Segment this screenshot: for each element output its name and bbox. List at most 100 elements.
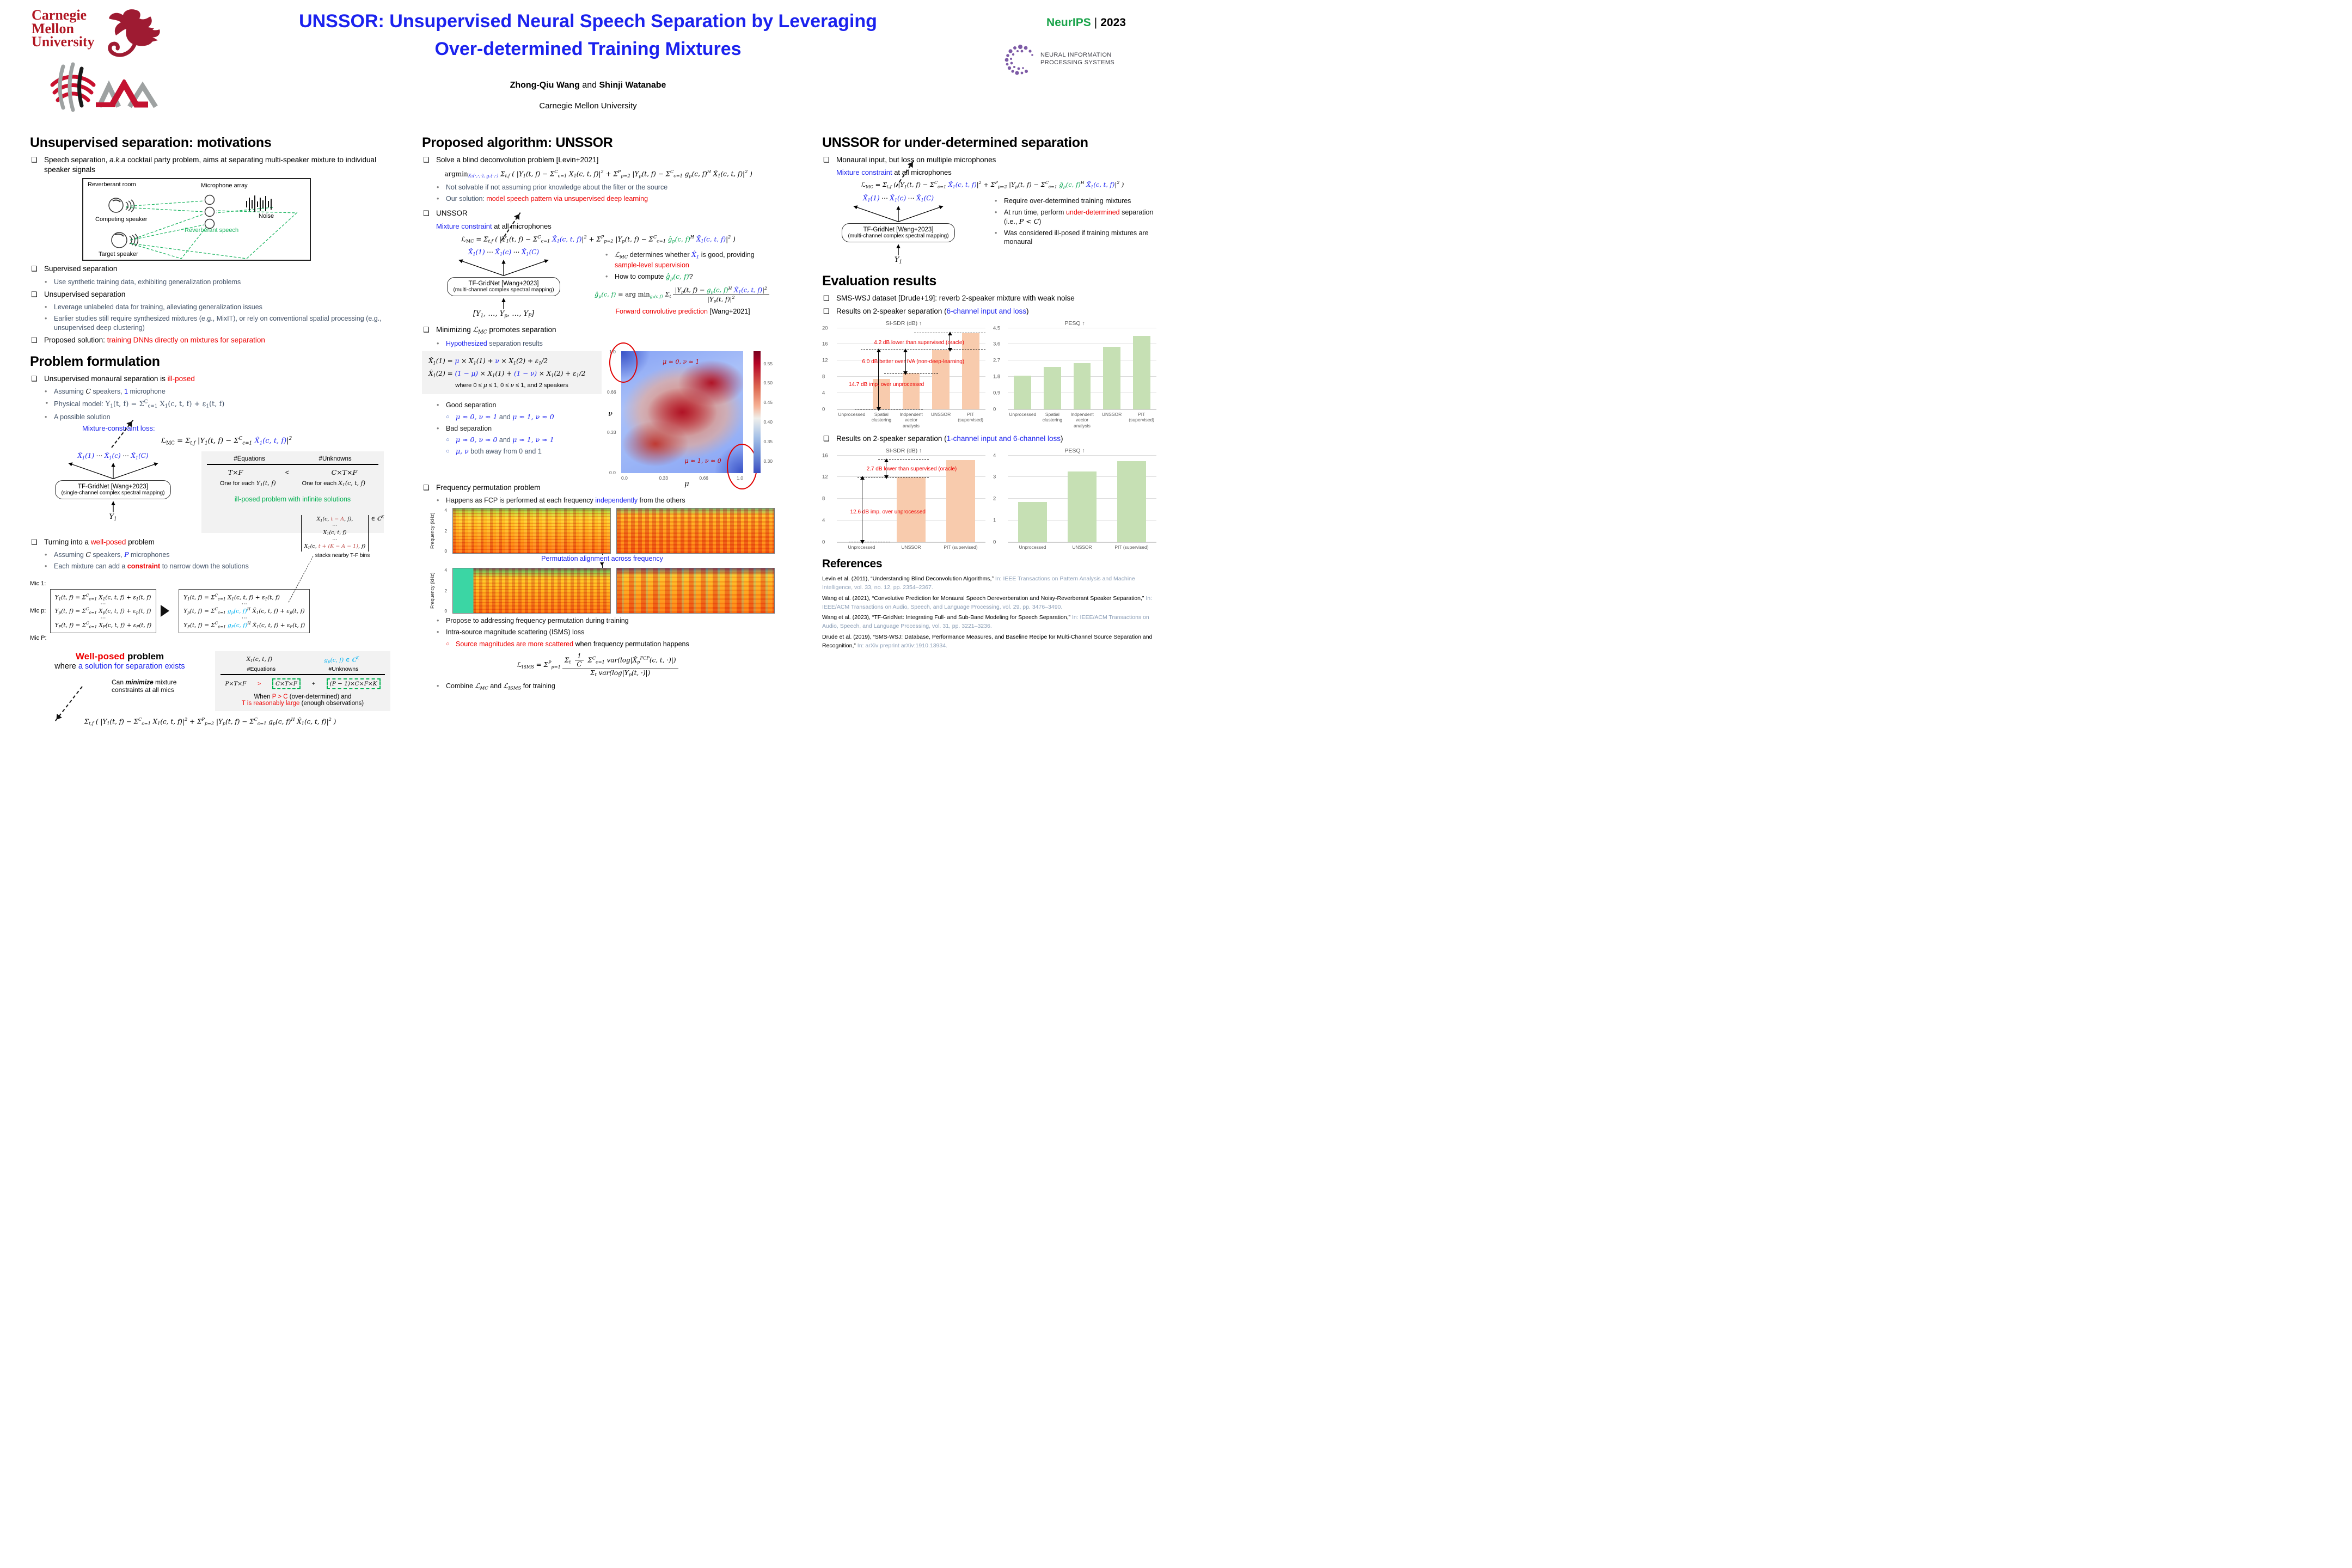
y-tick-label: 8 [822,373,825,380]
reference-citation: Wang et al. (2021), “Convolutive Predict… [822,595,1146,602]
mic-eq2-P: YP(t, f) = ΣCc=1 gP(c, f)H X̃1(c, t, f) … [183,620,305,629]
mic-eq2-p: Yp(t, f) = ΣCc=1 gp(c, f)H X̃1(c, t, f) … [183,607,305,615]
y-tick-label: 2.7 [993,357,1001,364]
table1-relation: < [285,468,290,476]
well-posed-block: Turning into a well-posed problem Assumi… [30,514,390,727]
table2-header-equations: #Equations [247,665,276,672]
mic-label-p: Mic p: [30,608,46,615]
bar-slot [896,328,926,409]
table1-unknowns-count: C×T×F [331,468,358,476]
bullet-monaural-input: Monaural input, but loss on multiple mic… [822,155,1163,165]
bar [1117,461,1146,542]
input-arrow-icon [501,298,506,309]
neurips-year: 2023 [1100,16,1126,29]
y-tick-label: 0 [822,539,825,546]
y-tick-label: 12 [822,357,828,364]
arrow-right-icon [161,605,175,617]
table2-plus: + [311,680,315,687]
heatmap-xtick: 0.33 [659,475,668,481]
x-category-label: Unprocessed [1019,544,1046,550]
bar [1132,336,1150,409]
annotation-label: 2.7 dB lower than supervised (oracle) [866,466,957,473]
chart-title: PESQ ↑ [1064,320,1085,327]
bar [1068,471,1097,542]
spectrogram-ylabel: Frequency (kHz) [430,512,435,549]
neurips-logo-text-line1: NEURAL INFORMATION [1040,52,1112,59]
colorbar-tick: 0.40 [763,419,773,425]
bar [1014,376,1032,409]
cmu-pattern-logo-icon [50,62,96,112]
bar [961,333,979,409]
bullet-minimizing-lmc: Minimizing ℒMC promotes separation [422,325,775,336]
bar [1103,347,1120,409]
sub-bullet-magnitudes-scattered: Source magnitudes are more scattered whe… [422,640,775,648]
gridline [1008,455,1156,456]
charts-6ch: SI-SDR (dB) ↑ 0 4 8 12 16 20 4.2 dB lower than… [822,320,1163,429]
cmu-wordmark-line: University [32,34,95,50]
y-tick-label: 0 [993,406,996,413]
label-mixture-constraint: Mixture constraint at all microphones [436,222,552,230]
bar-slot [936,456,985,542]
stack-row-3: X1(c, t + (K − A − 1), f) [304,543,366,550]
sub-bad-2: μ, ν both away from 0 and 1 [422,447,602,456]
table2-relation: > [258,680,261,687]
bullet-ill-posed: Unsupervised monaural separation is ill-… [30,374,390,384]
section-heading-evaluation: Evaluation results [822,273,936,289]
x-category-label: Unprocessed [1009,411,1037,417]
reference-item: Levin et al. (2011), “Understanding Blin… [822,575,1163,592]
section-heading-problem-formulation: Problem formulation [30,354,160,370]
x-category-label: Spatial clustering [1042,411,1063,423]
equation-argmin: argminX₁(·,·,·), g.(·,·) Σt,f ( |Y1(t, f… [444,169,752,179]
cmu-wordmark-line: Carnegie [32,7,87,23]
can-minimize-note: Can minimize mixture constraints at all … [112,678,177,694]
room-figure: Reverberant room Microphone array Noise … [82,178,311,261]
input-signals-label: [Y1, …, Yp, …, YP] [473,309,535,319]
equation-well-posed-loss: Σt,f ( |Y1(t, f) − ΣCc=1 X1(c, t, f)|2 +… [84,716,336,726]
table1-header-unknowns: #Unknowns [318,455,352,462]
chart-x-labels: Unprocessed Spatial clustering Indpendent … [1008,410,1156,429]
x-category-label: UNSSOR [930,411,951,417]
equation-lmc-underdetermined: ℒMC = Σt,f ( |Y1(t, f) − ΣCc=1 X̂1(c, t,… [861,180,1124,189]
bar-slot [1097,328,1127,409]
poster-title-line1: UNSSOR: Unsupervised Neural Speech Separ… [299,11,877,32]
stack-label: stacks nearby T-F bins [315,552,370,559]
authors: Zhong-Qiu Wang and Shinji Watanabe [180,81,996,90]
chart-title: SI-SDR (dB) ↑ [885,320,922,327]
tf-gridnet-subtitle: (multi-channel complex spectral mapping) [848,232,949,239]
chart-x-labels: Unprocessed UNSSOR PIT (supervised) [1008,543,1156,550]
loss-heatmap: μ ≈ 0, ν ≈ 1 μ ≈ 1, ν ≈ 0 0.0 0.33 0.66 … [607,342,773,489]
wavlab-logo-icon [96,79,158,108]
sub-bullet-possible-solution: A possible solution [30,413,390,422]
label-permutation-alignment: Permutation alignment across frequency [538,555,666,563]
mic-labels: Mic 1: Mic p: Mic P: [30,576,47,646]
room-figure-drawing [108,195,298,260]
estimated-sources-row: X̂1(1) ⋯ X̂1(c) ⋯ X̂1(C) [77,451,149,461]
bar [932,350,950,409]
label-noise: Noise [259,213,274,220]
hyp-where-note: where 0 ≤ μ ≤ 1, 0 ≤ ν ≤ 1, and 2 speake… [455,382,568,389]
hypothesized-block: X̂1(1) = μ × X1(1) + ν × X1(2) + ε1/2 X̂… [422,351,602,473]
mic-label-1: Mic 1: [30,580,46,587]
x-category-label: Unprocessed [848,544,875,550]
table2-header-unknowns: #Unknowns [328,665,359,672]
annotation-label: 12.6 dB imp. over unprocessed [850,509,926,515]
heatmap-ytick: 0.0 [609,469,616,475]
tf-gridnet-box-1: TF-GridNet [Wang+2023] (single-channel c… [55,480,171,500]
spectrogram-ylabel: Frequency (kHz) [430,572,435,609]
label-reverberant-room: Reverberant room [88,181,136,188]
chart-pesq-6ch: PESQ ↑ 0 0.9 1.8 2.7 3.6 4.5 Unprocessed Spati… [993,320,1156,429]
bars [1008,328,1156,409]
author-2: Shinji Watanabe [599,81,666,90]
tf-gridnet-diagram-2: X̂1(1) ⋯ X̂1(c) ⋯ X̂1(C) TF-GridNet [Wan… [422,212,585,320]
author-1: Zhong-Qiu Wang [510,81,580,90]
table2-label-x: X1(c, t, f) [246,656,273,664]
chart-x-labels: Unprocessed UNSSOR PIT (supervised) [837,543,985,550]
input-signal-label: Y1 [109,513,117,522]
chart-sisdr-6ch: SI-SDR (dB) ↑ 0 4 8 12 16 20 4.2 dB lower than… [822,320,985,429]
label-target-speaker: Target speaker [99,251,138,258]
table1-note-ill-posed: ill-posed problem with infinite solution… [234,495,351,503]
dots: ⋯ [100,601,106,608]
x-category-label: UNSSOR [1072,544,1092,550]
table2-unknowns-a: C×T×F [272,678,301,689]
sub-bullet-earlier-studies: Earlier studies still require synthesize… [30,314,390,332]
